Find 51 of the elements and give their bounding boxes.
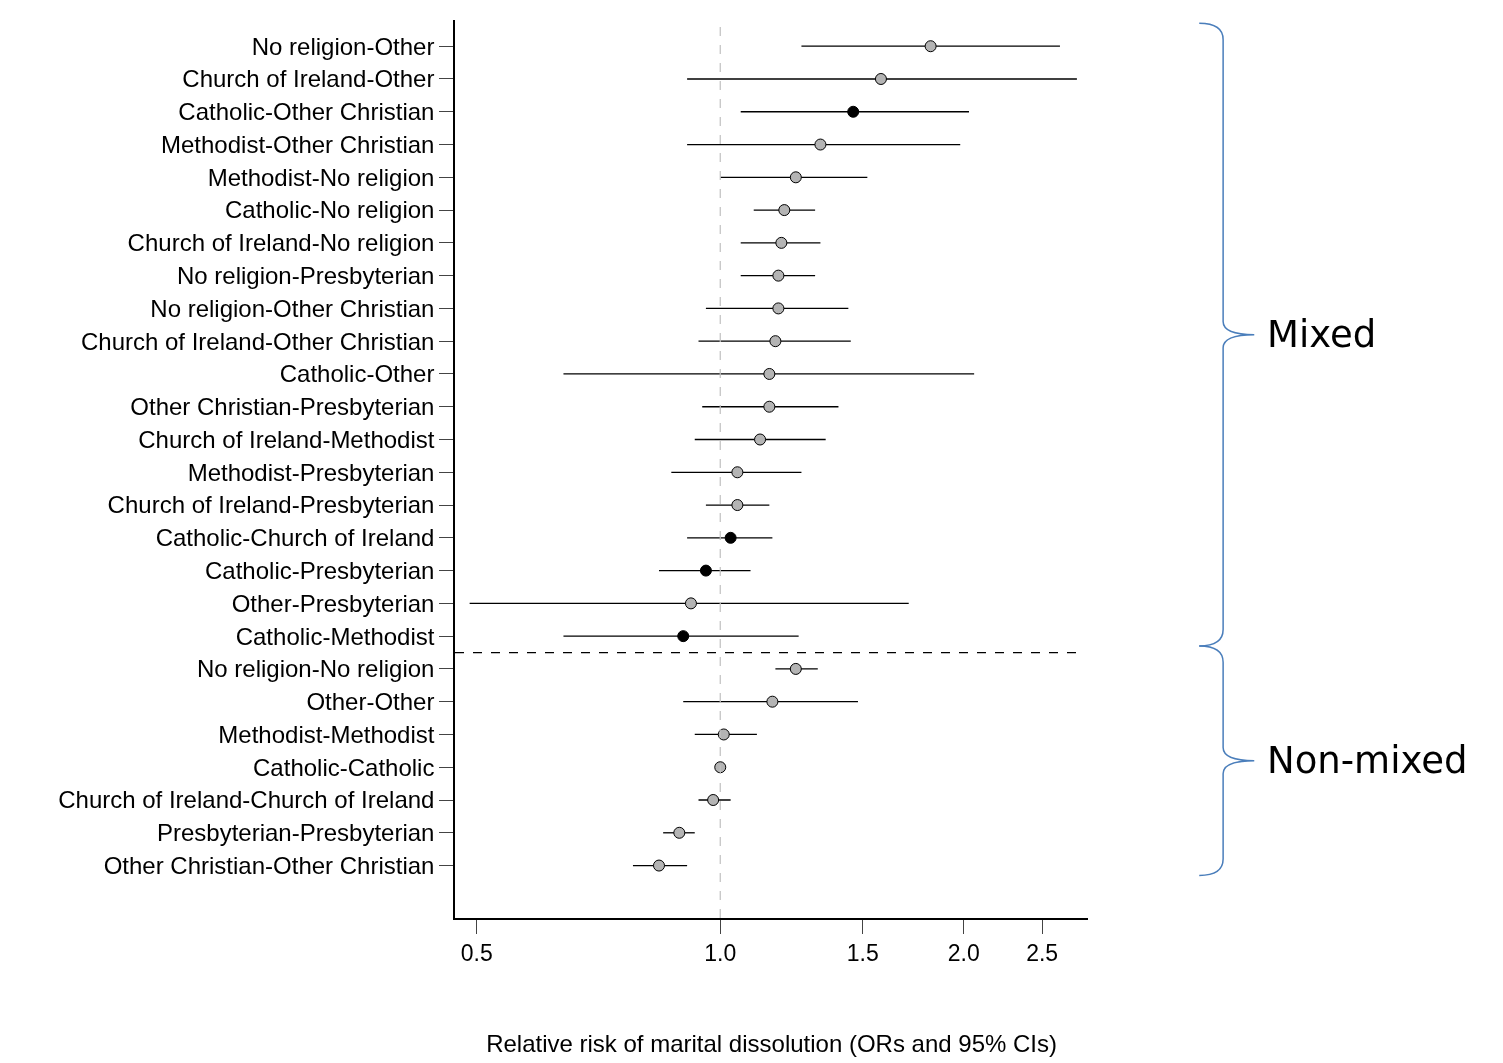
y-tick-label: Church of Ireland-Other Christian bbox=[80, 327, 435, 355]
y-tick-label: Church of Ireland-Church of Ireland bbox=[58, 786, 435, 814]
point bbox=[778, 204, 791, 217]
point bbox=[707, 794, 720, 807]
point bbox=[775, 236, 788, 249]
point bbox=[714, 761, 727, 774]
y-tick-label: Methodist-Presbyterian bbox=[187, 458, 435, 486]
y-tick-label: Catholic-Other Christian bbox=[178, 98, 435, 126]
x-tick-label: 2.5 bbox=[1026, 940, 1059, 967]
x-tick-label: 1.5 bbox=[846, 940, 879, 967]
y-tick-label: No religion-Other bbox=[251, 32, 435, 60]
point bbox=[763, 400, 776, 413]
point bbox=[754, 433, 767, 446]
text: Non-mixed bbox=[1267, 739, 1468, 782]
x-tick-label: 2.0 bbox=[947, 940, 980, 967]
point bbox=[724, 531, 737, 544]
y-tick-label: Church of Ireland-Methodist bbox=[138, 425, 435, 453]
y-tick-label: Presbyterian-Presbyterian bbox=[157, 819, 435, 847]
y-tick-label: Church of Ireland-No religion bbox=[127, 229, 435, 257]
y-tick-label: Catholic-No religion bbox=[225, 196, 435, 224]
x-tick-label: 0.5 bbox=[460, 940, 493, 967]
y-tick-label: Other Christian-Other Christian bbox=[103, 851, 435, 879]
x-axis-title: Relative risk of marital dissolution (ORs and 95% CIs) bbox=[486, 1030, 1058, 1058]
y-tick-label: Methodist-No religion bbox=[207, 163, 435, 191]
y-tick-label: Church of Ireland-Presbyterian bbox=[107, 491, 435, 519]
point bbox=[769, 335, 782, 348]
y-tick-label: Catholic-Church of Ireland bbox=[155, 524, 435, 552]
x-tick-label: 1.0 bbox=[704, 940, 737, 967]
point bbox=[731, 499, 744, 512]
y-tick-label: Other-Other bbox=[306, 688, 435, 716]
y-tick-label: Catholic-Other bbox=[279, 360, 435, 388]
y-tick-label: Methodist-Methodist bbox=[218, 720, 435, 748]
point bbox=[789, 662, 802, 675]
y-tick-label: No religion-No religion bbox=[197, 655, 435, 683]
y-tick-label: Catholic-Presbyterian bbox=[205, 557, 435, 584]
point bbox=[731, 466, 744, 479]
y-tick-label: Church of Ireland-Other bbox=[182, 65, 435, 93]
y-tick-label: Methodist-Other Christian bbox=[161, 130, 435, 158]
text: Mixed bbox=[1267, 313, 1377, 356]
point bbox=[717, 728, 730, 741]
point bbox=[772, 269, 785, 282]
y-tick-label: Catholic-Methodist bbox=[235, 622, 435, 650]
point bbox=[789, 171, 802, 184]
y-tick-label: Other Christian-Presbyterian bbox=[130, 393, 435, 421]
point bbox=[772, 302, 785, 315]
y-tick-label: No religion-Other Christian bbox=[150, 294, 435, 322]
y-tick-label: Catholic-Catholic bbox=[253, 753, 435, 781]
point bbox=[766, 695, 779, 708]
y-tick-label: Other-Presbyterian bbox=[231, 589, 435, 617]
point bbox=[763, 367, 776, 380]
y-tick-label: No religion-Presbyterian bbox=[177, 262, 435, 290]
